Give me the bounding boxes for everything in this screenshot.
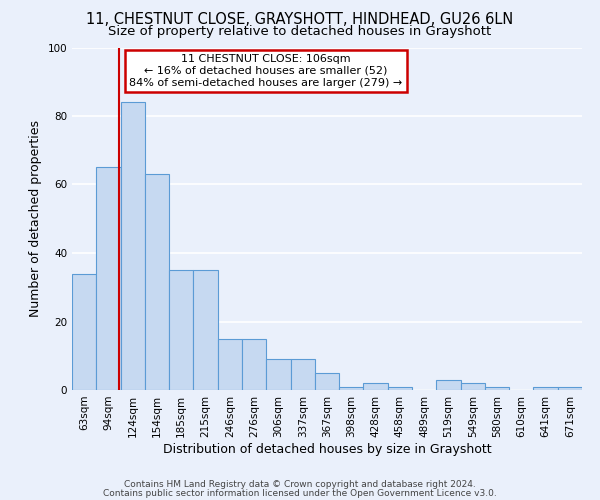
Bar <box>193 270 218 390</box>
X-axis label: Distribution of detached houses by size in Grayshott: Distribution of detached houses by size … <box>163 442 491 456</box>
Bar <box>339 386 364 390</box>
Bar <box>266 359 290 390</box>
Bar <box>485 386 509 390</box>
Bar <box>145 174 169 390</box>
Bar <box>533 386 558 390</box>
Bar <box>364 383 388 390</box>
Bar <box>461 383 485 390</box>
Bar <box>121 102 145 390</box>
Bar <box>558 386 582 390</box>
Y-axis label: Number of detached properties: Number of detached properties <box>29 120 42 318</box>
Bar <box>315 373 339 390</box>
Bar <box>72 274 96 390</box>
Text: Contains public sector information licensed under the Open Government Licence v3: Contains public sector information licen… <box>103 489 497 498</box>
Bar <box>388 386 412 390</box>
Text: 11, CHESTNUT CLOSE, GRAYSHOTT, HINDHEAD, GU26 6LN: 11, CHESTNUT CLOSE, GRAYSHOTT, HINDHEAD,… <box>86 12 514 28</box>
Bar <box>242 338 266 390</box>
Text: Size of property relative to detached houses in Grayshott: Size of property relative to detached ho… <box>109 25 491 38</box>
Bar <box>218 338 242 390</box>
Bar <box>436 380 461 390</box>
Text: 11 CHESTNUT CLOSE: 106sqm
← 16% of detached houses are smaller (52)
84% of semi-: 11 CHESTNUT CLOSE: 106sqm ← 16% of detac… <box>129 54 403 88</box>
Bar <box>96 168 121 390</box>
Text: Contains HM Land Registry data © Crown copyright and database right 2024.: Contains HM Land Registry data © Crown c… <box>124 480 476 489</box>
Bar <box>169 270 193 390</box>
Bar <box>290 359 315 390</box>
